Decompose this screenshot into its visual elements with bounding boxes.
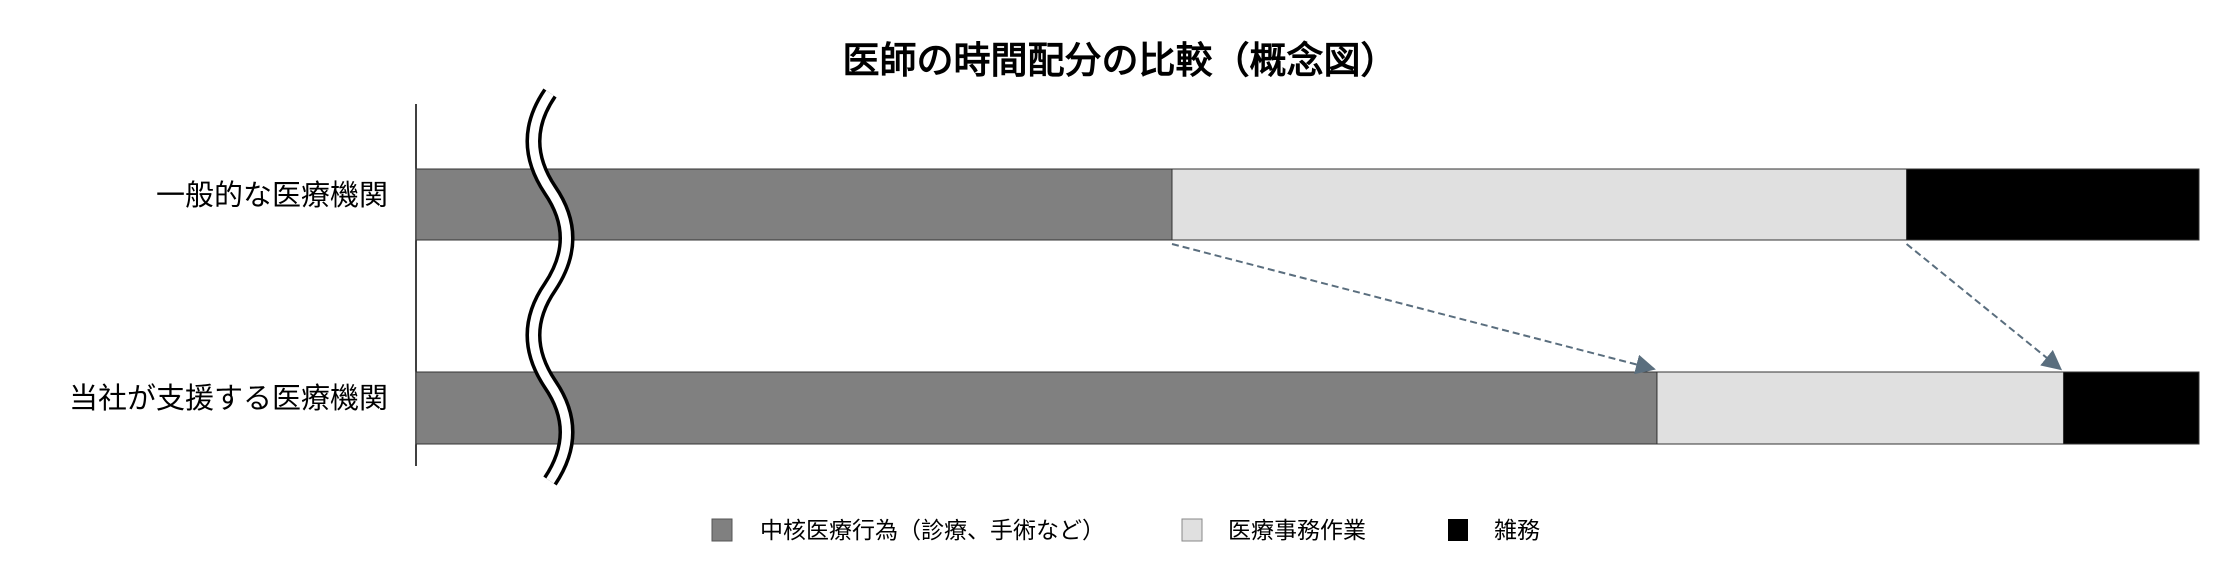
bar-0-series-0 <box>415 168 1173 241</box>
bar-1-series-2 <box>2062 371 2200 445</box>
category-label-1: 当社が支援する医療機関 <box>69 381 388 415</box>
legend-label-0: 中核医療行為（診療、手術など） <box>760 518 1105 544</box>
axis-break-icon <box>525 88 575 486</box>
legend-label-2: 雑務 <box>1494 518 1540 544</box>
bar-0-series-1 <box>1171 168 1908 241</box>
bar-1-series-0 <box>415 371 1658 445</box>
legend-swatch-2 <box>1448 519 1468 541</box>
bar-1-series-1 <box>1656 371 2064 445</box>
category-label-0: 一般的な医療機関 <box>156 178 388 212</box>
dashed-arrow-0 <box>1171 243 1656 375</box>
bar-0-series-2 <box>1906 168 2200 241</box>
chart-title: 医師の時間配分の比較（概念図） <box>843 39 1398 82</box>
legend-label-1: 医療事務作業 <box>1228 518 1366 544</box>
legend-swatch-0 <box>711 518 733 542</box>
legend: 中核医療行為（診療、手術など） 医療事務作業 雑務 <box>711 518 1540 544</box>
legend-swatch-1 <box>1181 518 1203 542</box>
dashed-arrow-1 <box>1905 243 2063 371</box>
